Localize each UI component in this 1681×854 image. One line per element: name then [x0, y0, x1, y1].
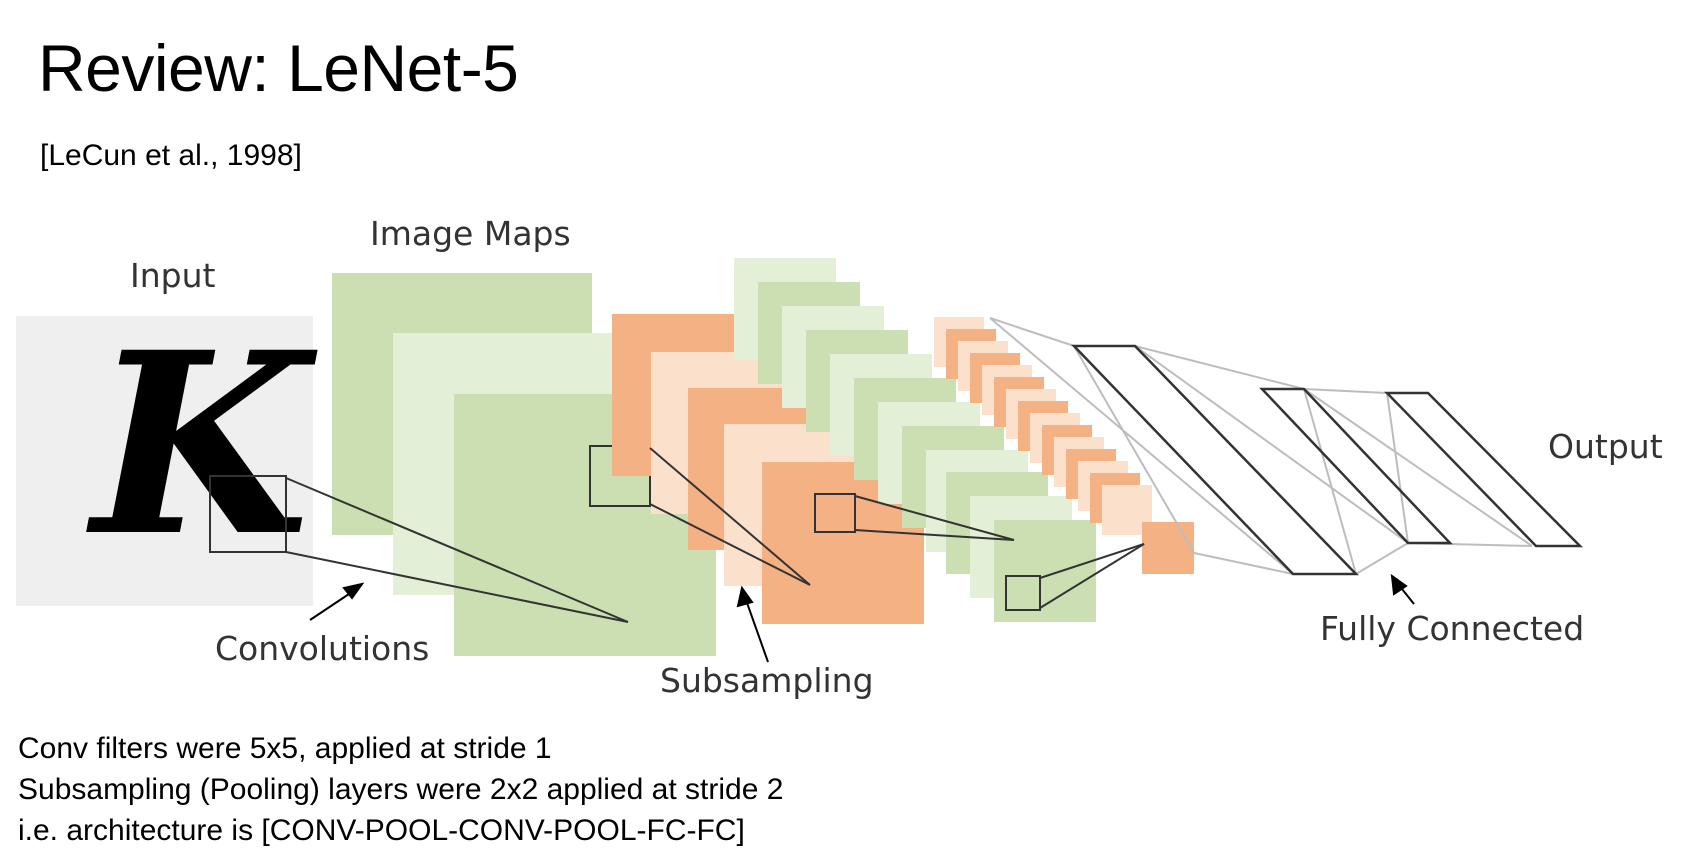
pool2-map: [1142, 522, 1194, 574]
subsampling-arrowhead: [736, 585, 754, 608]
fc-layer-3: [1384, 391, 1584, 548]
fc-connectors: [989, 317, 1533, 575]
notes: Conv filters were 5x5, applied at stride…: [18, 728, 783, 851]
citation: [LeCun et al., 1998]: [40, 139, 302, 172]
projection-line: [854, 529, 1015, 541]
conv2-feature-maps: [734, 258, 1096, 622]
fully-connected-label: Fully Connected: [1320, 609, 1584, 648]
projection-line: [649, 503, 811, 586]
fc-connector: [1193, 552, 1294, 575]
convolutions-arrow: [309, 589, 356, 621]
fc-connector: [1134, 345, 1305, 390]
projection-line: [854, 495, 1015, 541]
fc-connector: [1134, 345, 1409, 544]
projection-line: [1039, 543, 1145, 579]
input-image: [16, 316, 313, 606]
conv2-map: [994, 520, 1096, 622]
conv2-receptive-field: [1005, 575, 1041, 611]
input-layer: K: [16, 297, 318, 606]
fc-connector: [1303, 388, 1533, 547]
subsampling-arrow: [745, 599, 769, 663]
note-line: Subsampling (Pooling) layers were 2x2 ap…: [18, 773, 784, 806]
fully-connected-arrowhead: [1390, 573, 1408, 596]
fc-connector: [1386, 392, 1409, 544]
input-glyph: K: [86, 297, 318, 591]
input-receptive-field: [209, 475, 287, 553]
fc-layer-1: [1071, 344, 1359, 576]
output-label: Output: [1548, 427, 1663, 466]
convolutions-arrowhead: [342, 582, 365, 600]
fc-connector: [1355, 542, 1409, 575]
fc-connector: [989, 317, 1294, 575]
projection-lines: [285, 447, 1145, 623]
subsampling-label: Subsampling: [660, 661, 874, 700]
fc-connector: [1073, 345, 1195, 554]
fc-layer-2: [1259, 387, 1453, 545]
image-maps-label: Image Maps: [370, 214, 571, 253]
projection-line: [285, 477, 629, 623]
fc-connector: [1303, 388, 1357, 575]
fc-connector: [989, 317, 1075, 347]
pool1-receptive-field: [814, 493, 856, 533]
annotation-arrows: [309, 573, 1415, 663]
projection-line: [285, 551, 629, 623]
projection-line: [649, 447, 811, 586]
pool2-feature-maps: [934, 317, 1194, 574]
slide-title: Review: LeNet-5: [38, 31, 519, 105]
convolutions-label: Convolutions: [215, 629, 429, 668]
fc-connector: [1303, 388, 1388, 394]
note-line: i.e. architecture is [CONV-POOL-CONV-POO…: [18, 814, 745, 847]
projection-line: [1039, 543, 1145, 609]
note-line: Conv filters were 5x5, applied at stride…: [18, 732, 552, 765]
fc-layers: [1071, 344, 1584, 576]
input-label: Input: [130, 256, 216, 295]
